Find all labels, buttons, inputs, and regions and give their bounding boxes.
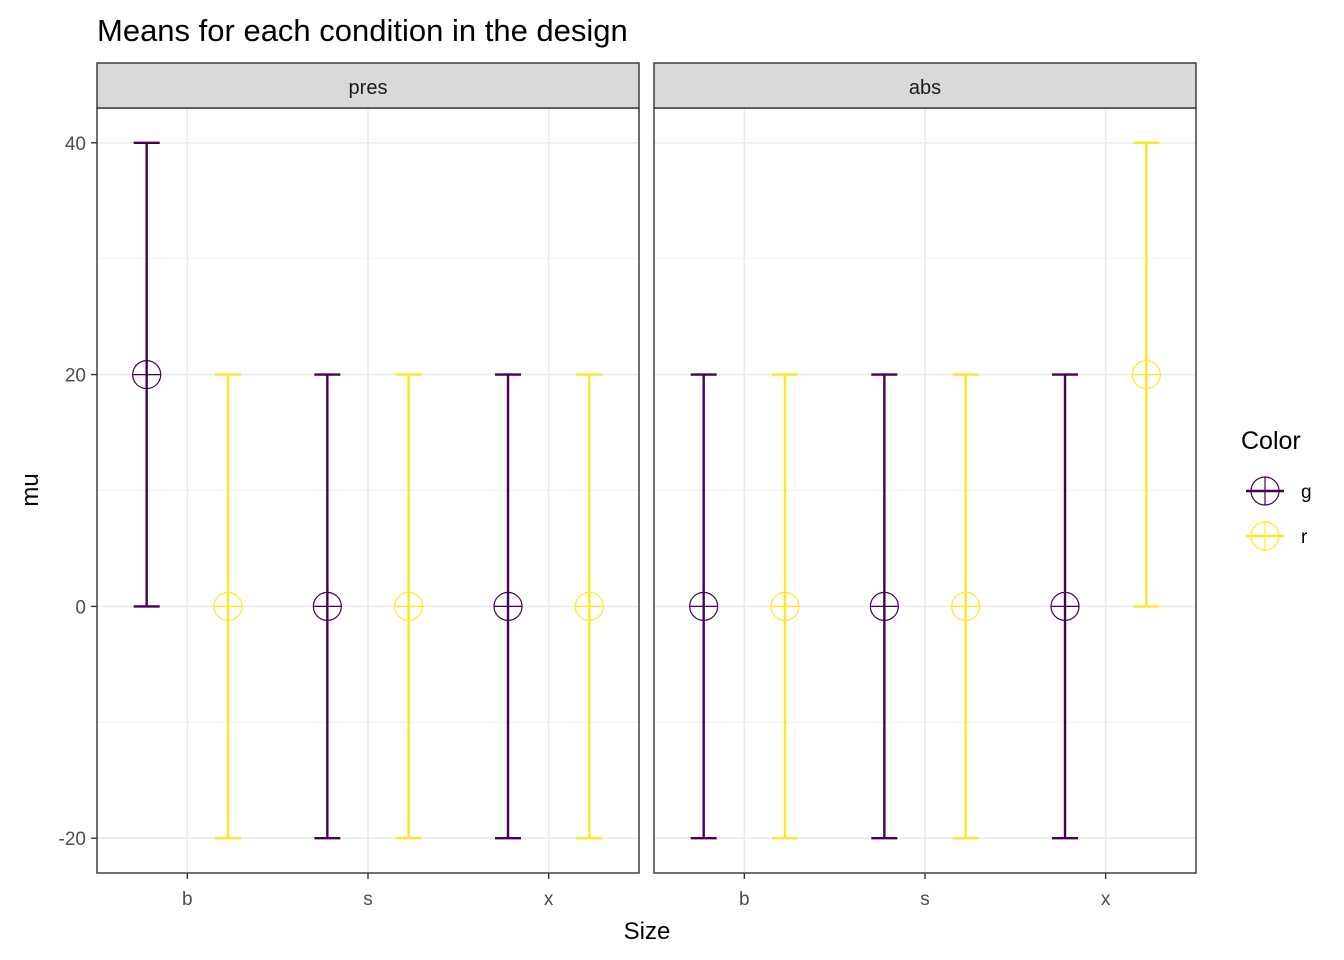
- legend-label-r: r: [1301, 527, 1308, 548]
- legend-key-g: [1246, 476, 1284, 506]
- y-axis: -20 0 20 40: [59, 134, 97, 850]
- y-tick-label: 20: [65, 366, 86, 387]
- legend: Color g r: [1241, 427, 1312, 551]
- series-r: [770, 141, 1161, 840]
- x-tick-label: x: [1101, 889, 1111, 910]
- mean-point-g-s: [869, 591, 899, 622]
- mean-point-r-b: [770, 591, 800, 622]
- legend-label-g: g: [1301, 482, 1312, 503]
- x-tick-label: b: [182, 889, 193, 910]
- facet-panel-abs: abs b s x: [653, 62, 1197, 910]
- x-tick-label: s: [920, 889, 930, 910]
- mean-point-r-x: [1131, 359, 1161, 390]
- x-tick-label: x: [544, 889, 554, 910]
- mean-point-g-s: [312, 591, 342, 622]
- mean-point-r-x: [574, 591, 604, 622]
- legend-key-r: [1246, 521, 1284, 551]
- mean-point-r-s: [951, 591, 981, 622]
- series-g: [132, 141, 523, 840]
- strip-background: [653, 62, 1197, 109]
- series-r: [213, 373, 604, 840]
- mean-point-g-b: [132, 359, 162, 390]
- y-tick-label: 0: [75, 597, 86, 618]
- legend-title: Color: [1241, 427, 1301, 455]
- strip-label-pres: pres: [349, 77, 388, 99]
- mean-point-g-x: [1050, 591, 1080, 622]
- y-axis-title: mu: [17, 473, 44, 506]
- series-g: [689, 373, 1080, 840]
- y-tick-label: 40: [65, 134, 86, 155]
- x-tick-label: s: [363, 889, 373, 910]
- mean-point-g-b: [689, 591, 719, 622]
- chart-title: Means for each condition in the design: [97, 13, 628, 48]
- mean-point-r-b: [213, 591, 243, 622]
- x-tick-label: b: [739, 889, 750, 910]
- y-tick-label: -20: [59, 829, 86, 850]
- strip-background: [96, 62, 640, 109]
- facet-panels: pres b s x abs b s x: [96, 62, 1197, 910]
- facet-panel-pres: pres b s x: [96, 62, 640, 910]
- strip-label-abs: abs: [909, 77, 941, 99]
- mean-point-g-x: [493, 591, 523, 622]
- x-axis-title: Size: [624, 918, 671, 945]
- mean-point-r-s: [394, 591, 424, 622]
